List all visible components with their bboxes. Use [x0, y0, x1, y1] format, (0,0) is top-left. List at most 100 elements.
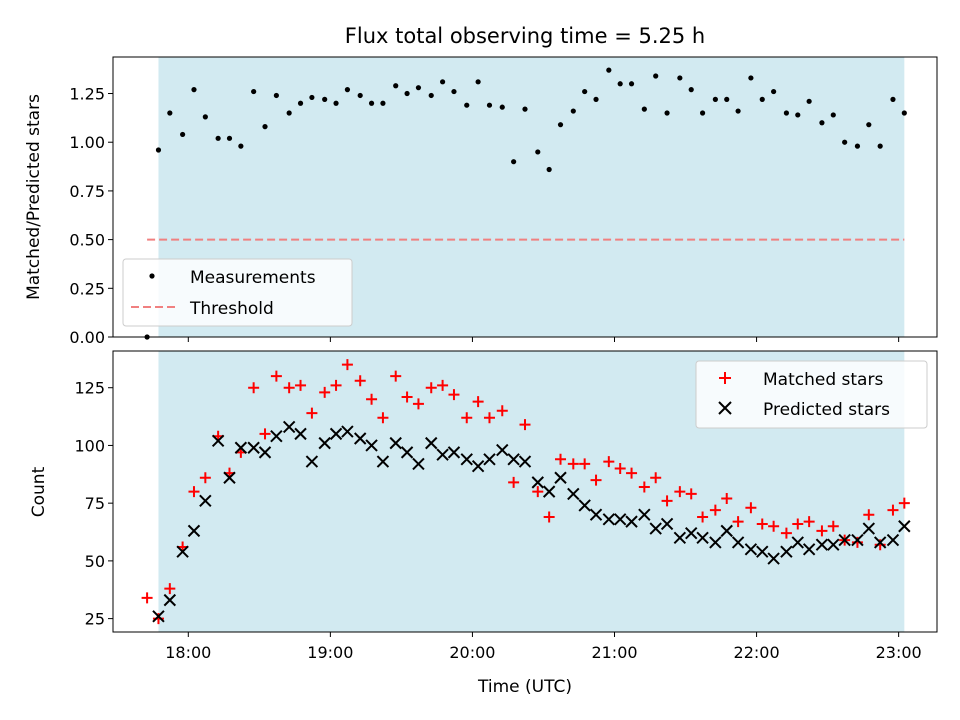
- data-point: [511, 159, 517, 165]
- data-point: [448, 389, 460, 401]
- legend-label-predicted-stars: Predicted stars: [763, 400, 890, 420]
- data-point: [720, 524, 733, 538]
- data-point: [330, 379, 342, 391]
- data-point: [842, 139, 848, 145]
- data-point: [664, 110, 670, 116]
- data-point: [176, 545, 189, 558]
- data-point: [827, 538, 840, 551]
- data-point: [543, 511, 555, 523]
- y-tick-label: 75: [85, 494, 105, 513]
- data-point: [226, 135, 233, 141]
- data-point: [768, 520, 780, 532]
- data-point: [567, 458, 579, 470]
- data-point: [745, 502, 757, 514]
- ratio-legend: Measurements Threshold: [122, 258, 353, 327]
- data-point: [802, 543, 816, 556]
- data-point: [283, 382, 295, 394]
- data-point: [400, 446, 414, 459]
- data-point: [589, 508, 603, 521]
- data-point: [483, 453, 496, 466]
- data-point: [554, 471, 567, 484]
- legend-marker-matched-stars: [719, 372, 731, 384]
- data-point: [368, 100, 375, 106]
- data-point: [486, 102, 493, 108]
- x-axis-label: Time (UTC): [477, 677, 572, 697]
- data-point: [282, 420, 296, 434]
- x-tick-label: 23:00: [876, 643, 922, 662]
- x-tick-label: 21:00: [591, 643, 637, 662]
- data-point: [215, 135, 221, 141]
- data-point: [155, 147, 162, 153]
- data-point: [273, 92, 279, 99]
- x-tick-label: 19:00: [307, 643, 353, 662]
- data-point: [795, 112, 801, 118]
- data-point: [567, 487, 580, 501]
- data-point: [377, 412, 389, 424]
- data-point: [756, 545, 769, 558]
- data-point: [309, 94, 315, 101]
- y-tick-label: 1.00: [69, 133, 105, 152]
- data-point: [472, 396, 484, 408]
- data-point: [499, 104, 505, 110]
- data-point: [780, 527, 792, 539]
- data-point: [295, 379, 307, 391]
- data-point: [415, 85, 422, 91]
- ratio-y-ticks: 0.00 0.25 0.50 0.75 1.00 1.25: [69, 85, 113, 347]
- data-point: [318, 436, 331, 450]
- data-point: [685, 488, 697, 500]
- data-point: [606, 67, 612, 73]
- data-point: [425, 436, 438, 450]
- count-y-axis-label: Count: [29, 466, 49, 517]
- data-point: [673, 531, 687, 545]
- data-point: [660, 517, 674, 531]
- data-point: [555, 453, 567, 465]
- data-point: [724, 96, 730, 102]
- data-point: [582, 88, 588, 95]
- legend-label-threshold: Threshold: [189, 299, 274, 319]
- ratio-panel: 0.00 0.25 0.50 0.75 1.00 1.25 Matched/Predict…: [24, 56, 938, 347]
- data-point: [211, 434, 225, 448]
- data-point: [167, 110, 173, 116]
- data-point: [152, 610, 165, 623]
- data-point: [653, 73, 659, 79]
- data-point: [461, 412, 473, 424]
- count-x-ticks: 18:00 19:00 20:00 21:00 22:00 23:00: [165, 632, 922, 662]
- data-point: [262, 124, 268, 130]
- x-tick-label: 20:00: [449, 643, 495, 662]
- data-point: [697, 511, 709, 523]
- data-point: [898, 520, 911, 533]
- data-point: [191, 87, 197, 93]
- data-point: [557, 122, 564, 128]
- legend-label-measurements: Measurements: [190, 268, 316, 288]
- data-point: [877, 143, 883, 149]
- y-tick-label: 100: [74, 436, 105, 455]
- data-point: [341, 359, 353, 371]
- data-point: [251, 88, 257, 95]
- x-tick-label: 22:00: [734, 643, 780, 662]
- data-point: [376, 455, 390, 468]
- data-point: [247, 441, 260, 454]
- data-point: [735, 108, 741, 114]
- data-point: [380, 100, 386, 106]
- count-legend: Matched stars Predicted stars: [695, 360, 928, 429]
- data-point: [393, 83, 399, 89]
- data-point: [141, 592, 153, 604]
- data-point: [791, 536, 804, 549]
- count-legend-box: [695, 360, 928, 429]
- y-tick-label: 0.75: [69, 182, 105, 201]
- data-point: [507, 453, 520, 466]
- data-point: [460, 453, 473, 466]
- data-point: [401, 391, 413, 403]
- data-point: [390, 370, 402, 382]
- data-point: [329, 427, 343, 441]
- data-point: [851, 533, 864, 547]
- data-point: [188, 486, 200, 498]
- data-point: [542, 485, 556, 498]
- data-point: [721, 493, 733, 505]
- data-point: [661, 495, 673, 507]
- ratio-axes-frame: [112, 56, 938, 338]
- data-point: [357, 92, 363, 99]
- data-point: [731, 536, 745, 549]
- legend-marker-measurements: [149, 273, 155, 279]
- data-point: [898, 497, 910, 509]
